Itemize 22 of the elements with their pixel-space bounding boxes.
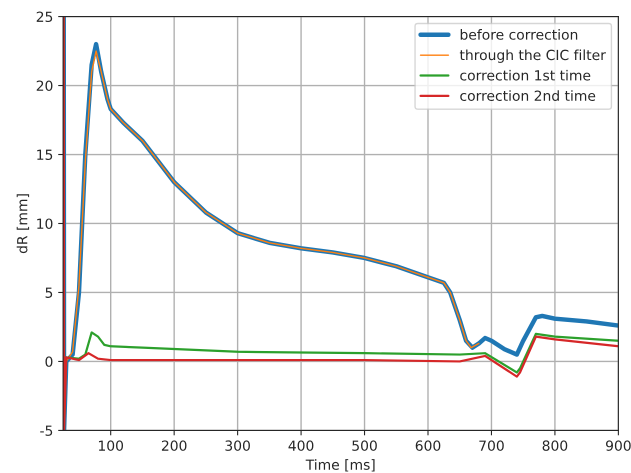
- x-axis-title: Time [ms]: [306, 459, 375, 472]
- y-tick-label: 0: [45, 356, 52, 367]
- x-tick-label: 200: [162, 440, 186, 451]
- legend-label: before correction: [460, 29, 578, 40]
- legend-label: through the CIC filter: [460, 49, 606, 63]
- x-tick-label: 700: [479, 440, 504, 451]
- y-tick-label: 5: [46, 288, 52, 298]
- y-tick-label: 25: [36, 12, 52, 22]
- legend-label: correction 2nd time: [460, 90, 596, 101]
- x-tick-label: 900: [606, 440, 631, 451]
- x-tick-label: 800: [542, 440, 568, 451]
- y-tick-label: 10: [37, 218, 52, 229]
- y-tick-label: 20: [36, 80, 52, 92]
- x-tick-label: 300: [225, 440, 250, 451]
- y-axis-title: dR [mm]: [16, 194, 30, 254]
- x-tick-label: 400: [288, 440, 314, 451]
- x-tick-label: 500: [352, 440, 377, 451]
- y-tick-label: 15: [37, 150, 52, 160]
- x-tick-label: 100: [98, 440, 124, 451]
- legend-label: correction 1st time: [460, 70, 590, 81]
- y-tick-label: -5: [40, 426, 52, 436]
- x-tick-label: 600: [416, 440, 440, 451]
